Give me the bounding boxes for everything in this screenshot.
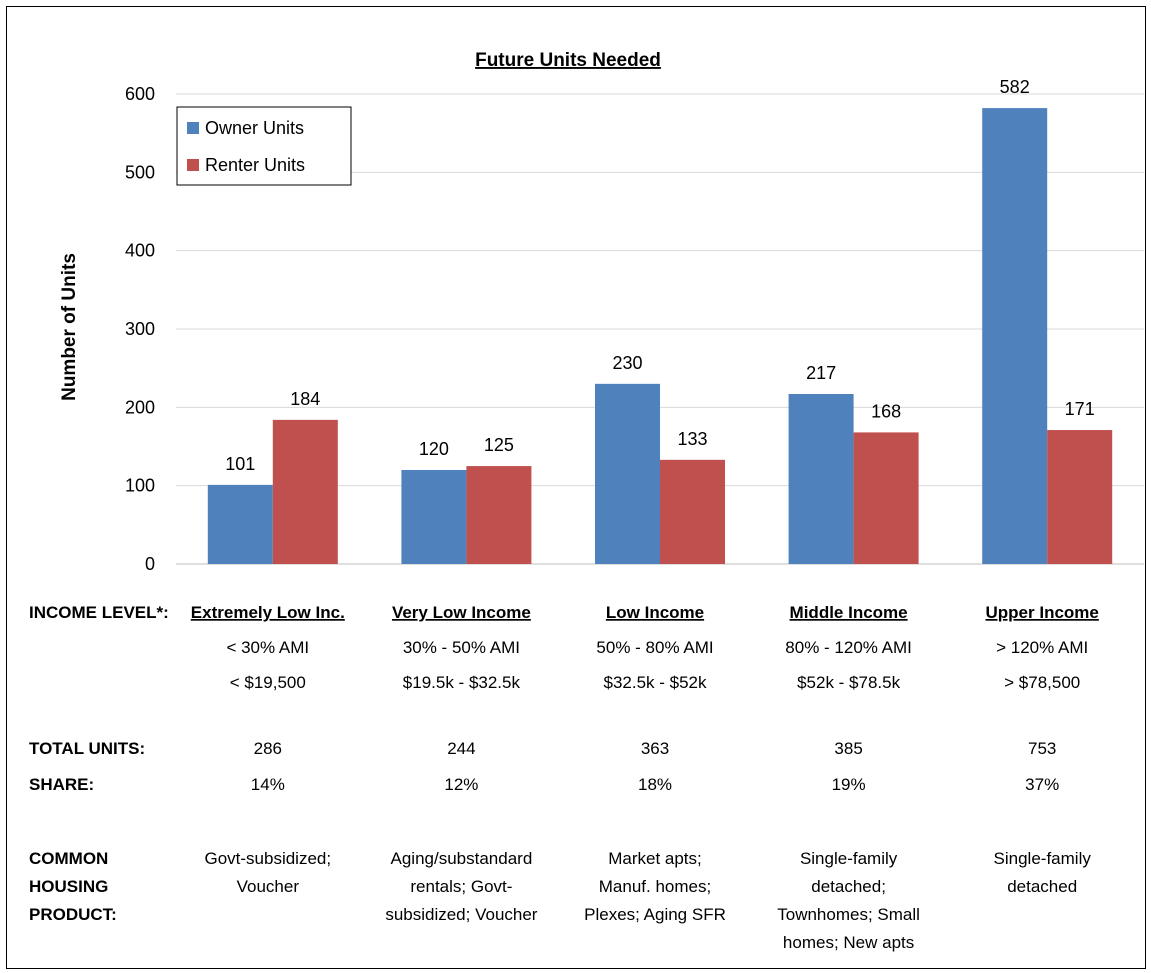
income-level-name: Upper Income — [986, 603, 1099, 622]
housing-product-line: Single-family — [800, 849, 898, 868]
bar-label-owner: 217 — [806, 363, 836, 383]
y-tick-label: 400 — [125, 241, 155, 261]
bars — [207, 108, 1113, 564]
share-value: 19% — [832, 775, 866, 794]
share-label: SHARE: — [29, 775, 94, 794]
product-label-line2: HOUSING — [29, 877, 108, 896]
bar-label-renter: 168 — [871, 401, 901, 421]
y-tick-label: 500 — [125, 162, 155, 182]
housing-product-line: Manuf. homes; — [599, 877, 711, 896]
product-label-line3: PRODUCT: — [29, 905, 117, 924]
share-value: 18% — [638, 775, 672, 794]
bar-label-owner: 582 — [1000, 77, 1030, 97]
bar-renter — [660, 459, 725, 564]
income-range: $32.5k - $52k — [603, 673, 707, 692]
chart-frame: 0 100 200 300 400 500 600 101 184 120 125 230 133 21… — [6, 6, 1146, 969]
chart-title: Future Units Needed — [475, 50, 661, 71]
bar-label-renter: 184 — [290, 389, 320, 409]
housing-product-line: subsidized; Voucher — [385, 905, 537, 924]
housing-product-line: Plexes; Aging SFR — [584, 905, 726, 924]
y-tick-label: 0 — [145, 554, 155, 574]
total-units-value: 244 — [447, 739, 475, 758]
ami-range: < 30% AMI — [226, 638, 309, 657]
income-level-label: INCOME LEVEL*: — [29, 603, 169, 622]
bar-label-renter: 171 — [1065, 399, 1095, 419]
income-table: INCOME LEVEL*: TOTAL UNITS: SHARE: COMMO… — [29, 603, 1099, 952]
bar-owner — [788, 394, 854, 564]
share-value: 37% — [1025, 775, 1059, 794]
bar-chart: 0 100 200 300 400 500 600 101 184 120 125 230 133 21… — [29, 50, 1144, 952]
income-level-name: Very Low Income — [392, 603, 531, 622]
share-value: 14% — [251, 775, 285, 794]
legend-label-renter: Renter Units — [205, 155, 305, 175]
bar-label-renter: 125 — [484, 435, 514, 455]
y-tick-label: 100 — [125, 476, 155, 496]
bar-data-labels: 101 184 120 125 230 133 217 168 582 171 — [225, 77, 1094, 474]
ami-range: 80% - 120% AMI — [785, 638, 912, 657]
total-units-label: TOTAL UNITS: — [29, 739, 145, 758]
bar-owner — [207, 484, 273, 564]
income-level-name: Extremely Low Inc. — [191, 603, 345, 622]
share-value: 12% — [444, 775, 478, 794]
y-tick-label: 200 — [125, 397, 155, 417]
housing-product-line: Aging/substandard — [391, 849, 533, 868]
housing-product-line: rentals; Govt- — [410, 877, 512, 896]
bar-label-owner: 120 — [419, 439, 449, 459]
income-level-name: Middle Income — [790, 603, 908, 622]
bar-owner — [982, 108, 1048, 564]
bar-owner — [401, 470, 467, 564]
bar-label-owner: 101 — [225, 454, 255, 474]
legend: Owner Units Renter Units — [176, 106, 352, 186]
bar-owner — [595, 383, 660, 564]
income-range: $52k - $78.5k — [797, 673, 901, 692]
legend-swatch-renter — [187, 159, 199, 171]
housing-product-line: Townhomes; Small — [777, 905, 920, 924]
y-tick-labels: 0 100 200 300 400 500 600 — [125, 84, 155, 574]
legend-swatch-owner — [187, 122, 199, 134]
bar-renter — [853, 432, 919, 564]
total-units-value: 753 — [1028, 739, 1056, 758]
housing-product-line: Single-family — [994, 849, 1092, 868]
product-label-line1: COMMON — [29, 849, 108, 868]
legend-label-owner: Owner Units — [205, 118, 304, 138]
housing-product-line: Govt-subsidized; — [204, 849, 331, 868]
income-level-name: Low Income — [606, 603, 704, 622]
ami-range: > 120% AMI — [996, 638, 1088, 657]
housing-product-line: homes; New apts — [783, 933, 914, 952]
income-range: $19.5k - $32.5k — [403, 673, 521, 692]
housing-product-line: Voucher — [237, 877, 300, 896]
ami-range: 30% - 50% AMI — [403, 638, 520, 657]
bar-renter — [272, 419, 338, 564]
ami-range: 50% - 80% AMI — [596, 638, 713, 657]
bar-label-renter: 133 — [677, 429, 707, 449]
y-tick-label: 300 — [125, 319, 155, 339]
bar-renter — [466, 466, 532, 564]
bar-label-owner: 230 — [612, 353, 642, 373]
income-range: > $78,500 — [1004, 673, 1080, 692]
total-units-value: 363 — [641, 739, 669, 758]
housing-product-line: Market apts; — [608, 849, 702, 868]
total-units-value: 286 — [254, 739, 282, 758]
bar-renter — [1047, 430, 1113, 564]
y-axis-label: Number of Units — [59, 253, 80, 401]
total-units-value: 385 — [834, 739, 862, 758]
income-range: < $19,500 — [230, 673, 306, 692]
housing-product-line: detached — [1007, 877, 1077, 896]
housing-product-line: detached; — [811, 877, 886, 896]
y-tick-label: 600 — [125, 84, 155, 104]
